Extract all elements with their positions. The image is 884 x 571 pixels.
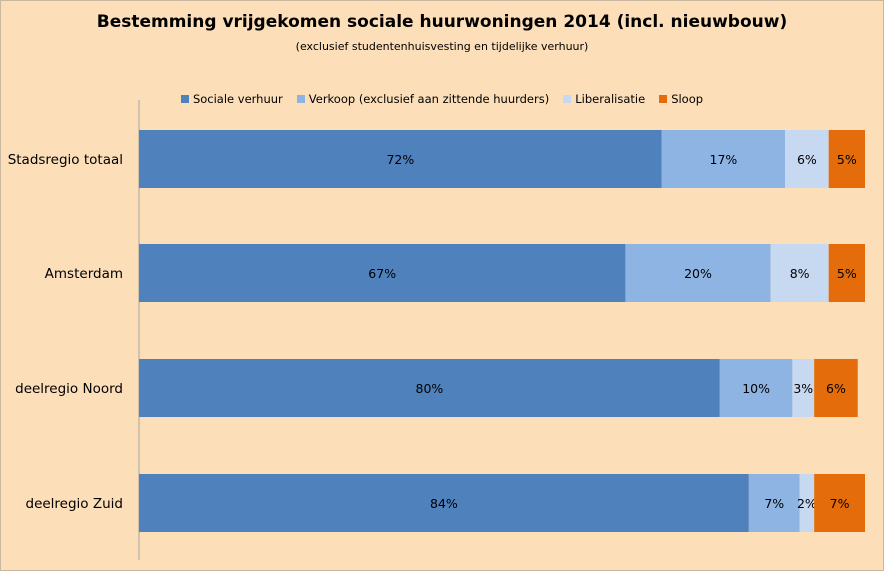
data-label: 5%: [837, 152, 857, 167]
data-label: 67%: [368, 266, 396, 281]
category-label: deelregio Noord: [15, 381, 123, 397]
data-label: 17%: [710, 152, 738, 167]
data-label: 2%: [797, 496, 817, 511]
bar-segment-4: [814, 359, 858, 417]
bar-segment-1: [139, 359, 720, 417]
chart-legend: Sociale verhuur Verkoop (exclusief aan z…: [0, 92, 884, 106]
legend-item-sociale-verhuur: Sociale verhuur: [180, 92, 283, 106]
category-label: deelregio Zuid: [26, 496, 124, 512]
bar-segment-2: [661, 130, 786, 188]
data-label: 6%: [797, 152, 817, 167]
legend-swatch: [296, 95, 305, 103]
bar-segment-4: [828, 130, 865, 188]
legend-label: Verkoop (exclusief aan zittende huurders…: [308, 92, 550, 106]
legend-swatch: [563, 95, 572, 103]
data-label: 80%: [416, 381, 444, 396]
legend-item-liberalisatie: Liberalisatie: [563, 92, 645, 106]
legend-label: Liberalisatie: [575, 92, 646, 106]
bar-segment-3: [770, 244, 829, 302]
legend-item-sloop: Sloop: [659, 92, 703, 106]
legend-item-verkoop: Verkoop (exclusief aan zittende huurders…: [296, 92, 550, 106]
data-label: 6%: [826, 381, 846, 396]
bar-segment-2: [719, 359, 793, 417]
data-label: 84%: [430, 496, 458, 511]
data-label: 7%: [764, 496, 784, 511]
data-label: 3%: [793, 381, 813, 396]
bar-segment-3: [785, 130, 829, 188]
bar-segment-1: [139, 244, 626, 302]
legend-swatch: [659, 95, 668, 103]
bar-segment-3: [792, 359, 815, 417]
category-label: Stadsregio totaal: [8, 152, 123, 168]
legend-swatch: [180, 95, 189, 103]
data-label: 7%: [830, 496, 850, 511]
data-label: 5%: [837, 266, 857, 281]
category-label: Amsterdam: [45, 266, 123, 282]
data-label: 10%: [742, 381, 770, 396]
bar-segment-2: [748, 474, 800, 532]
chart-subtitle: (exclusief studentenhuisvesting en tijde…: [295, 40, 589, 53]
data-label: 72%: [386, 152, 414, 167]
bar-segment-4: [814, 474, 865, 532]
data-label: 8%: [790, 266, 810, 281]
chart-title: Bestemming vrijgekomen sociale huurwonin…: [96, 12, 788, 32]
bar-segment-3: [799, 474, 815, 532]
legend-label: Sloop: [671, 92, 704, 106]
bar-segment-2: [625, 244, 771, 302]
bar-segment-1: [139, 474, 749, 532]
legend-label: Sociale verhuur: [192, 92, 283, 106]
bar-segment-4: [828, 244, 865, 302]
bar-segment-1: [139, 130, 662, 188]
data-label: 20%: [684, 266, 712, 281]
